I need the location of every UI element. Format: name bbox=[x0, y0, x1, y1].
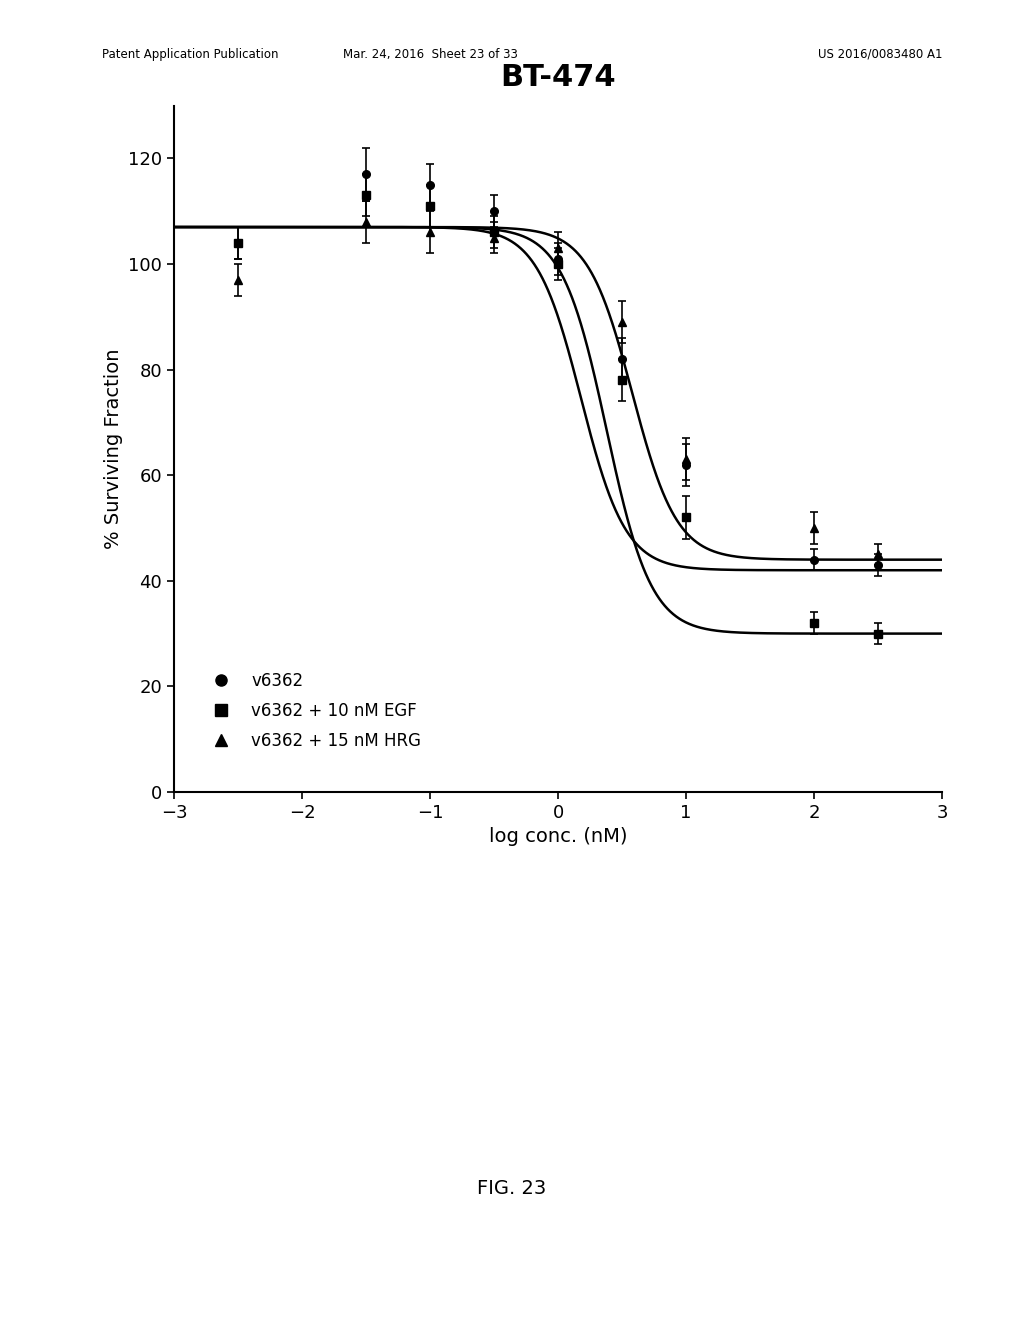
Y-axis label: % Surviving Fraction: % Surviving Fraction bbox=[103, 348, 123, 549]
Text: FIG. 23: FIG. 23 bbox=[477, 1179, 547, 1197]
X-axis label: log conc. (nM): log conc. (nM) bbox=[488, 828, 628, 846]
Text: US 2016/0083480 A1: US 2016/0083480 A1 bbox=[817, 48, 942, 61]
Legend: v6362, v6362 + 10 nM EGF, v6362 + 15 nM HRG: v6362, v6362 + 10 nM EGF, v6362 + 15 nM … bbox=[198, 665, 428, 756]
Title: BT-474: BT-474 bbox=[501, 63, 615, 92]
Text: Patent Application Publication: Patent Application Publication bbox=[102, 48, 279, 61]
Text: Mar. 24, 2016  Sheet 23 of 33: Mar. 24, 2016 Sheet 23 of 33 bbox=[343, 48, 517, 61]
